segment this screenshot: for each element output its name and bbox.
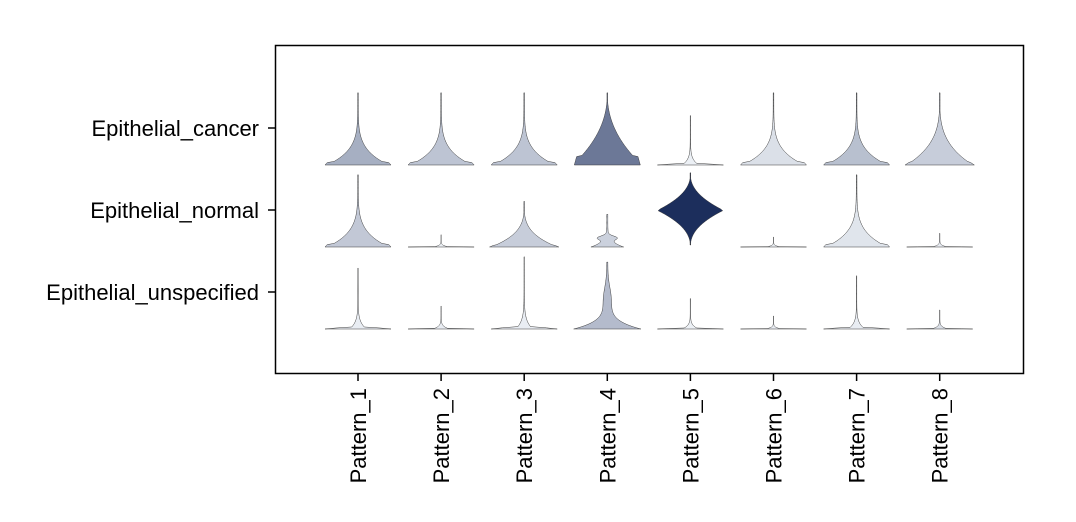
violin-epithelial-cancer-pattern-6 bbox=[739, 92, 808, 166]
violin-epithelial-unspecified-pattern-5 bbox=[657, 298, 724, 330]
violin-layer bbox=[324, 92, 976, 330]
violin-epithelial-normal-pattern-4 bbox=[590, 214, 624, 248]
x-tick-label: Pattern_3 bbox=[512, 388, 537, 483]
x-tick-label: Pattern_4 bbox=[595, 388, 620, 483]
violin-epithelial-cancer-pattern-8 bbox=[904, 92, 976, 166]
x-tick-label: Pattern_5 bbox=[678, 388, 703, 483]
violin-epithelial-cancer-pattern-4 bbox=[573, 92, 641, 166]
x-tick-label: Pattern_7 bbox=[845, 388, 870, 483]
y-tick-label: Epithelial_normal bbox=[90, 198, 259, 223]
violin-epithelial-unspecified-pattern-7 bbox=[823, 275, 890, 330]
violin-epithelial-normal-pattern-6 bbox=[740, 236, 807, 248]
x-tick-label: Pattern_8 bbox=[928, 388, 953, 483]
plot-frame bbox=[274, 44, 1025, 375]
x-tick-label: Pattern_6 bbox=[762, 388, 787, 483]
violin-epithelial-unspecified-pattern-6 bbox=[740, 315, 807, 330]
y-axis: Epithelial_cancer Epithelial_normal Epithe… bbox=[46, 116, 275, 305]
violin-epithelial-unspecified-pattern-2 bbox=[408, 305, 475, 330]
violin-epithelial-normal-pattern-8 bbox=[906, 233, 973, 248]
violin-epithelial-normal-pattern-2 bbox=[408, 234, 475, 248]
violin-epithelial-normal-pattern-7 bbox=[823, 174, 891, 248]
x-tick-label: Pattern_1 bbox=[346, 388, 371, 483]
violin-epithelial-cancer-pattern-7 bbox=[823, 92, 891, 166]
x-axis: Pattern_1 Pattern_2 Pattern_3 Pattern_4 Patt… bbox=[346, 374, 953, 483]
violin-epithelial-normal-pattern-3 bbox=[489, 201, 559, 248]
violin-epithelial-unspecified-pattern-3 bbox=[491, 256, 558, 330]
y-tick-label: Epithelial_unspecified bbox=[46, 280, 259, 305]
y-tick-label: Epithelial_cancer bbox=[91, 116, 259, 141]
violin-epithelial-unspecified-pattern-4 bbox=[573, 261, 641, 330]
violin-epithelial-unspecified-pattern-1 bbox=[324, 267, 392, 330]
violin-epithelial-cancer-pattern-1 bbox=[324, 92, 392, 166]
x-tick-label: Pattern_2 bbox=[429, 388, 454, 483]
violin-epithelial-normal-pattern-5 bbox=[657, 172, 724, 246]
violin-epithelial-unspecified-pattern-8 bbox=[906, 309, 973, 330]
violin-epithelial-cancer-pattern-3 bbox=[490, 92, 558, 166]
violin-epithelial-cancer-pattern-5 bbox=[657, 115, 724, 166]
violin-epithelial-cancer-pattern-2 bbox=[407, 92, 475, 166]
violin-epithelial-normal-pattern-1 bbox=[324, 174, 392, 248]
